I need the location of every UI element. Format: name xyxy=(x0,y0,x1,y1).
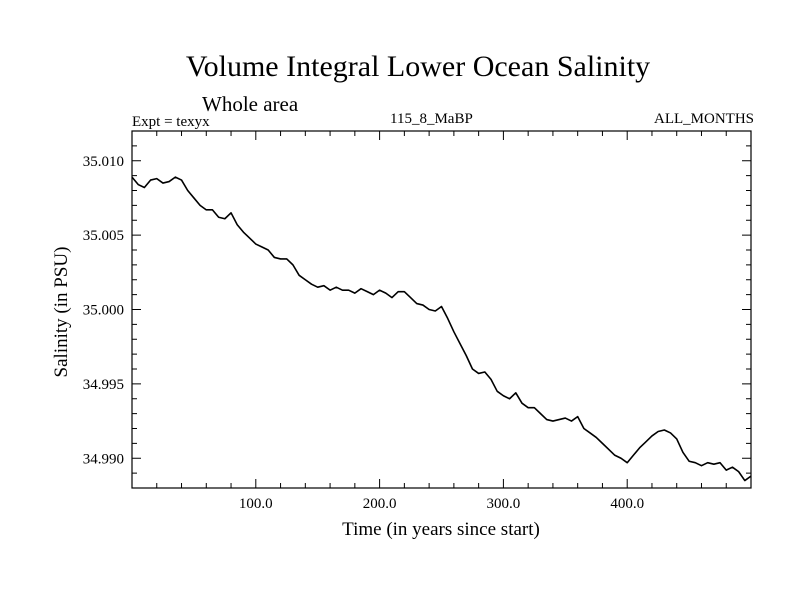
series-group xyxy=(131,176,752,482)
tick-labels: 100.0 200.0 300.0 400.0 34.990 34.995 35.000 35… xyxy=(83,154,644,512)
x-tick-label: 400.0 xyxy=(610,496,644,512)
x-tick-label: 100.0 xyxy=(239,496,273,512)
chart-subtitle: Whole area xyxy=(202,92,299,116)
y-tick-label: 34.995 xyxy=(83,377,124,393)
y-tick-label: 35.010 xyxy=(83,154,124,170)
axis-ticks xyxy=(132,131,751,488)
y-tick-label: 35.005 xyxy=(83,228,124,244)
run-label: 115_8_MaBP xyxy=(390,111,473,127)
chart-title: Volume Integral Lower Ocean Salinity xyxy=(185,50,651,83)
series-line-0 xyxy=(131,176,752,482)
months-label: ALL_MONTHS xyxy=(654,111,754,127)
plot-frame xyxy=(131,130,752,489)
x-axis-label: Time (in years since start) xyxy=(342,519,540,540)
x-tick-label: 200.0 xyxy=(363,496,397,512)
x-tick-label: 300.0 xyxy=(487,496,521,512)
y-tick-label: 35.000 xyxy=(83,303,124,319)
experiment-label: Expt = texyx xyxy=(132,114,210,130)
y-tick-label: 34.990 xyxy=(83,451,124,467)
